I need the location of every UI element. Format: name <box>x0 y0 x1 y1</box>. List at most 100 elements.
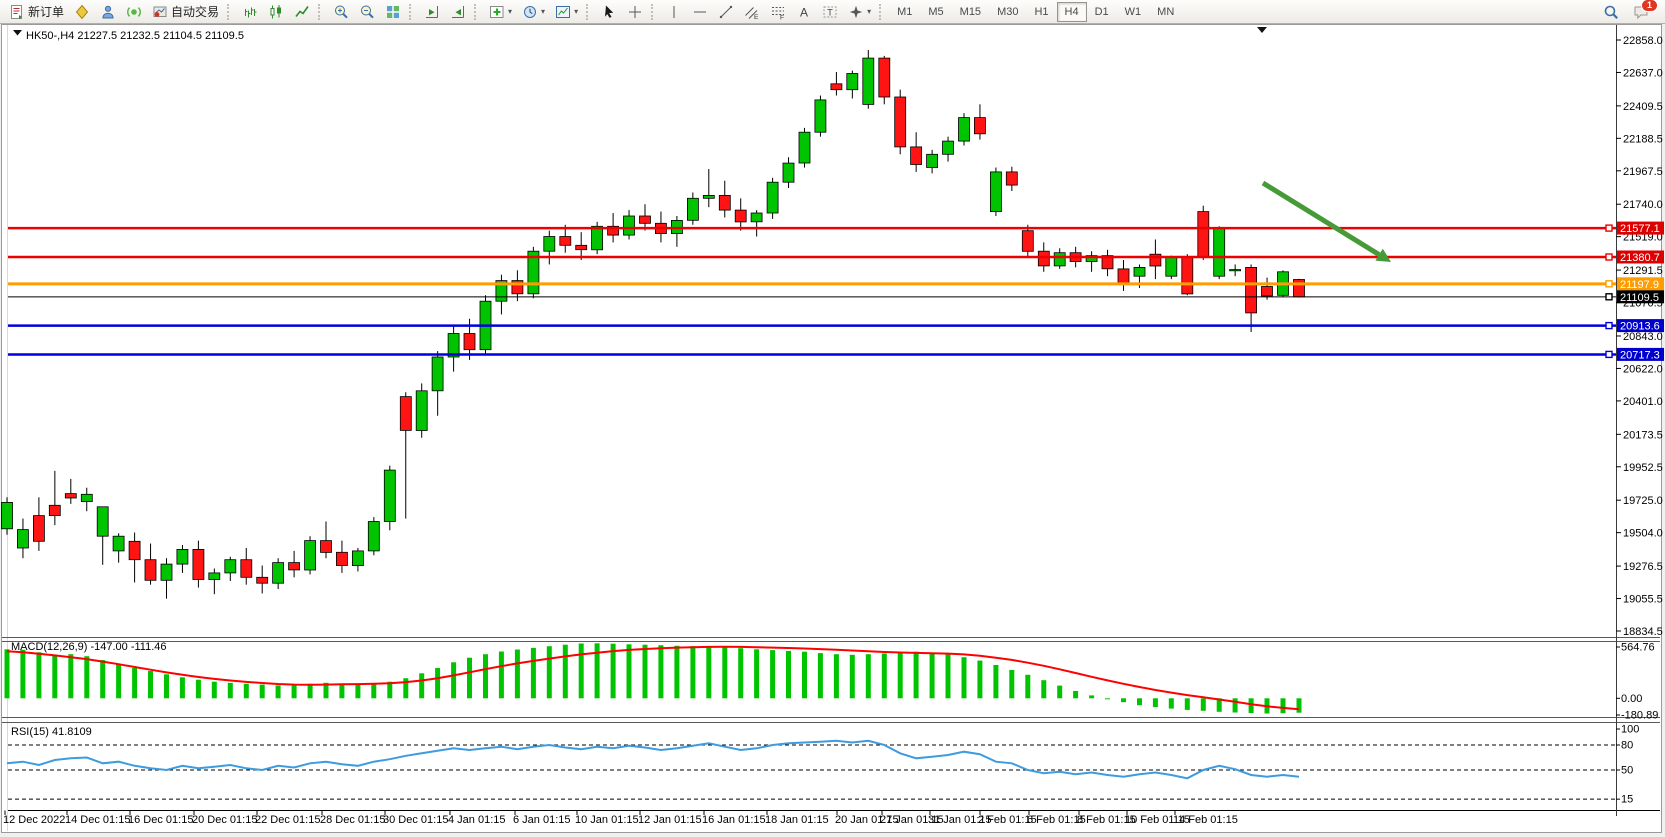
cursor-button[interactable] <box>597 2 621 22</box>
periods-button[interactable]: ▾ <box>518 2 549 22</box>
chart-canvas[interactable]: MACD(12,26,9) -147.00 -111.46 RSI(15) 41.… <box>0 24 1665 837</box>
candlestick-button[interactable] <box>264 2 288 22</box>
svg-text:20913.6: 20913.6 <box>1620 321 1660 333</box>
line-chart-icon <box>294 4 310 20</box>
price-badge: 21380.7 <box>1617 250 1664 264</box>
chevron-down-icon: ▾ <box>541 6 546 16</box>
svg-text:21109.5: 21109.5 <box>1620 292 1659 304</box>
svg-text:T: T <box>827 7 833 17</box>
toolbar-separator <box>227 3 233 20</box>
timeframe-h1-button[interactable]: H1 <box>1034 5 1049 18</box>
toolbar-separator <box>474 3 480 20</box>
svg-text:20401.0: 20401.0 <box>1623 396 1663 408</box>
svg-text:20843.0: 20843.0 <box>1623 331 1663 343</box>
indicators-button[interactable]: ▾ <box>485 2 516 22</box>
line-chart-button[interactable] <box>290 2 314 22</box>
search-icon <box>1603 4 1619 20</box>
timeframe-m5-button[interactable]: M5 <box>928 5 944 18</box>
news-button[interactable] <box>122 2 146 22</box>
chart-shift-button[interactable] <box>446 2 470 22</box>
timeframe-d1-button[interactable]: D1 <box>1094 5 1109 18</box>
svg-text:21577.1: 21577.1 <box>1620 223 1660 235</box>
price-badge: 21577.1 <box>1617 221 1664 235</box>
trend-arrow-annotation[interactable] <box>1261 180 1391 262</box>
rsi-levels <box>8 744 1616 800</box>
svg-text:564.76: 564.76 <box>1621 642 1655 654</box>
periods-icon <box>522 4 538 20</box>
svg-text:21380.7: 21380.7 <box>1620 252 1660 264</box>
diamond-icon <box>74 4 90 20</box>
auto-trading-button[interactable]: 自动交易 <box>148 1 223 22</box>
svg-text:50: 50 <box>1621 765 1633 777</box>
svg-text:19055.5: 19055.5 <box>1623 594 1663 606</box>
svg-text:10 Feb 01:15: 10 Feb 01:15 <box>1125 814 1190 826</box>
toolbar-separator <box>651 3 657 20</box>
toolbar: 新订单 自动交易 ▾ ▾ ▾ E F A T ▾ M1 M5 M15 M30 H1 H4 D1 W1 MN 1 <box>0 0 1665 24</box>
shapes-icon <box>848 4 864 20</box>
svg-text:F: F <box>780 14 784 20</box>
toolbar-separator <box>879 3 885 20</box>
toolbar-separator <box>318 3 324 20</box>
timeframe-m30-button[interactable]: M30 <box>997 5 1019 18</box>
svg-text:RSI(15) 41.8109: RSI(15) 41.8109 <box>11 726 92 738</box>
svg-text:27 Jan 01:15: 27 Jan 01:15 <box>880 814 944 826</box>
svg-text:12 Jan 01:15: 12 Jan 01:15 <box>638 814 702 826</box>
svg-text:19725.0: 19725.0 <box>1623 495 1663 507</box>
svg-text:4 Jan 01:15: 4 Jan 01:15 <box>448 814 506 826</box>
chart-window[interactable]: MACD(12,26,9) -147.00 -111.46 RSI(15) 41.… <box>0 24 1665 837</box>
timeframe-m1-button[interactable]: M1 <box>897 5 913 18</box>
auto-scroll-button[interactable] <box>420 2 444 22</box>
zoom-out-button[interactable] <box>355 2 379 22</box>
price-badge: 21109.5 <box>1617 290 1664 304</box>
new-order-button-label: 新订单 <box>28 5 65 19</box>
price-axis[interactable]: 22858.0 22637.0 22409.5 22188.5 21967.5 21740… <box>1616 35 1664 806</box>
svg-text:14 Feb 01:15: 14 Feb 01:15 <box>1173 814 1238 826</box>
crosshair-button[interactable] <box>623 2 647 22</box>
timeframe-group: M1 M5 M15 M30 H1 H4 D1 W1 MN <box>889 1 1182 22</box>
svg-text:20173.5: 20173.5 <box>1623 429 1663 441</box>
svg-text:2 Feb 01:15: 2 Feb 01:15 <box>978 814 1037 826</box>
channel-button[interactable]: E <box>740 2 764 22</box>
search-button[interactable] <box>1599 2 1623 22</box>
fibonacci-button[interactable]: F <box>766 2 790 22</box>
new-order-button[interactable]: 新订单 <box>5 1 68 22</box>
horizontal-line-button[interactable] <box>688 2 712 22</box>
chart-shift-marker[interactable] <box>1257 27 1267 33</box>
templates-button[interactable]: ▾ <box>551 2 582 22</box>
trendline-button[interactable] <box>714 2 738 22</box>
notifications-button[interactable]: 1 <box>1629 0 1658 22</box>
label-button[interactable]: T <box>818 2 842 22</box>
svg-text:18834.5: 18834.5 <box>1623 626 1663 638</box>
shapes-button[interactable]: ▾ <box>844 2 875 22</box>
label-icon: T <box>822 4 838 20</box>
vertical-line-button[interactable] <box>662 2 686 22</box>
text-icon: A <box>796 4 812 20</box>
bar-chart-button[interactable] <box>238 2 262 22</box>
chart-shift-icon <box>450 4 466 20</box>
tile-windows-icon <box>385 4 401 20</box>
chevron-down-icon: ▾ <box>867 6 872 16</box>
chevron-down-icon: ▾ <box>508 6 513 16</box>
zoom-in-button[interactable] <box>329 2 353 22</box>
svg-text:E: E <box>754 14 759 20</box>
notification-badge: 1 <box>1641 0 1658 12</box>
pane-separators[interactable] <box>2 25 1660 816</box>
timeframe-w1-button[interactable]: W1 <box>1124 5 1142 18</box>
timeframe-m15-button[interactable]: M15 <box>959 5 982 18</box>
signal-icon <box>126 4 142 20</box>
svg-text:14 Dec 01:15: 14 Dec 01:15 <box>65 814 130 826</box>
horizontal-lines[interactable] <box>8 224 1616 359</box>
timeframe-mn-button[interactable]: MN <box>1157 5 1175 18</box>
toolbar-groups: 新订单 自动交易 ▾ ▾ ▾ E F A T ▾ M1 M5 M15 M30 H1 H4 D1 W1 MN <box>4 1 1598 22</box>
timeframe-h4-button[interactable]: H4 <box>1056 1 1087 22</box>
svg-text:6 Feb 01:15: 6 Feb 01:15 <box>1027 814 1086 826</box>
chart-window-button[interactable] <box>70 2 94 22</box>
profile-button[interactable] <box>96 2 120 22</box>
text-button[interactable]: A <box>792 2 816 22</box>
auto-trading-icon <box>152 4 168 20</box>
indicators-icon <box>489 4 505 20</box>
svg-text:HK50-,H4 21227.5 21232.5 2110: HK50-,H4 21227.5 21232.5 21104.5 21109.5 <box>26 30 244 42</box>
toolbar-right: 1 <box>1598 0 1661 22</box>
tile-windows-button[interactable] <box>381 2 405 22</box>
